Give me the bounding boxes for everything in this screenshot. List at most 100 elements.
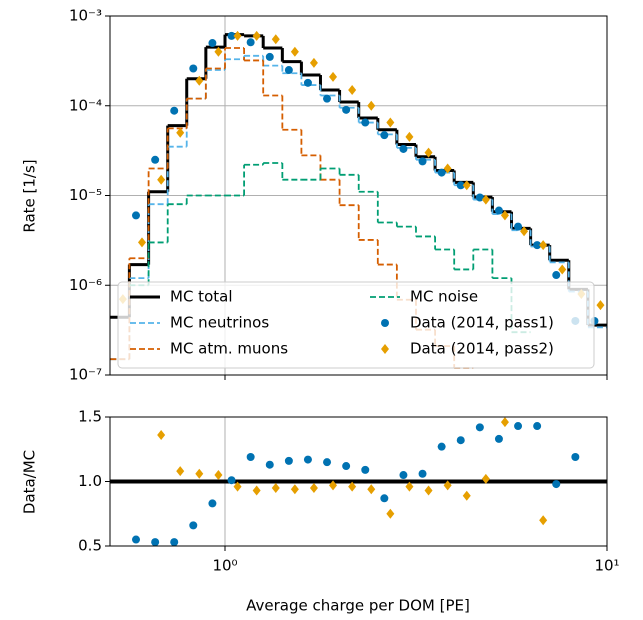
legend-label: MC total (170, 288, 232, 306)
data-point (189, 64, 198, 73)
y-tick-label: 10⁻³ (69, 7, 102, 25)
data-point (309, 57, 318, 68)
ratio-point (208, 499, 217, 508)
data-point (405, 131, 414, 142)
data-point (367, 100, 376, 111)
data-point (596, 300, 605, 311)
y-tick-label: 1.5 (78, 408, 102, 426)
data-point (475, 193, 484, 202)
ratio-point (265, 460, 274, 469)
legend-label: Data (2014, pass2) (410, 340, 554, 358)
data-point (380, 131, 389, 140)
ratio-point (290, 484, 299, 495)
ratio-point (380, 494, 389, 503)
data-point (456, 181, 465, 190)
data-point (233, 30, 242, 41)
data-point (399, 144, 408, 153)
data-point (246, 38, 255, 47)
legend: MC total MC neutrinos MC atm. muons MC nois… (117, 281, 595, 369)
legend-frame (117, 281, 595, 369)
y-tick-label: 1.0 (78, 472, 102, 490)
y-tick-label: 0.5 (78, 537, 102, 555)
data-point (265, 52, 274, 61)
data-point (361, 118, 370, 127)
data-point (290, 46, 299, 57)
data-point (443, 163, 452, 174)
ratio-point (309, 482, 318, 493)
ratio-point (494, 434, 503, 443)
data-point (214, 46, 223, 57)
data-point (137, 237, 146, 248)
ratio-point (539, 515, 548, 526)
data-point (151, 155, 160, 164)
ratio-point (462, 490, 471, 501)
data-point (539, 240, 548, 251)
ratio-point (367, 484, 376, 495)
legend-label: MC atm. muons (170, 340, 288, 358)
axes: Rate [1/s] Data/MC Average charge per DO… (21, 7, 620, 615)
data-point (500, 210, 509, 221)
data-point (195, 75, 204, 86)
ratio-point (481, 473, 490, 484)
ratio-point (405, 481, 414, 492)
ratio-point (233, 481, 242, 492)
ratio-point (342, 462, 351, 471)
ratio-point (348, 481, 357, 492)
ratio-point (227, 476, 236, 485)
data-point (170, 106, 179, 115)
x-axis-label: Average charge per DOM [PE] (246, 597, 470, 615)
data-point (533, 241, 542, 250)
y-axis-label: Rate [1/s] (21, 159, 39, 232)
data-point (418, 157, 427, 166)
ratio-point (284, 456, 293, 465)
data-point (342, 105, 351, 114)
ratio-point (303, 455, 312, 464)
data-point (227, 31, 236, 40)
ratio-point (170, 538, 179, 546)
data-point (481, 194, 490, 205)
y-tick-label: 10⁻⁵ (69, 186, 102, 204)
data-point (271, 34, 280, 45)
data-point (323, 94, 332, 103)
ratio-panel (110, 399, 607, 546)
y-tick-label: 10⁻⁴ (69, 96, 102, 114)
y-tick-label: 10⁻⁷ (69, 366, 102, 384)
ratio-point (323, 458, 332, 467)
ratio-point (552, 480, 561, 489)
ratio-point (271, 482, 280, 493)
data-point (208, 39, 217, 48)
ratio-point (399, 471, 408, 480)
top-panel (110, 16, 607, 375)
ratio-point (456, 436, 465, 445)
ratio-point (443, 480, 452, 491)
data-point (494, 206, 503, 215)
ratio-point (437, 442, 446, 451)
ratio-point (151, 538, 160, 546)
data-point (329, 71, 338, 82)
ratio-point (252, 485, 261, 496)
ratio-point (195, 468, 204, 479)
legend-swatch (381, 344, 389, 354)
data-point (424, 147, 433, 158)
ratio-point (500, 417, 509, 428)
data-point (552, 271, 561, 280)
data-point (348, 84, 357, 95)
ratio-point (329, 480, 338, 491)
data-point (303, 78, 312, 87)
data-point (131, 211, 140, 220)
ratio-point (533, 422, 542, 431)
legend-label: Data (2014, pass1) (410, 314, 554, 332)
y-axis-label: Data/MC (21, 450, 39, 514)
ratio-point (157, 430, 166, 441)
ratio-point (571, 452, 580, 461)
data-point (520, 226, 529, 237)
data-point (558, 264, 567, 275)
ratio-point (138, 399, 146, 409)
x-tick-label: 10¹ (594, 557, 619, 575)
ratio-point (386, 508, 395, 519)
data-point (157, 174, 166, 185)
data-point (437, 168, 446, 177)
ratio-point (514, 422, 523, 431)
ratio-point (131, 535, 140, 544)
